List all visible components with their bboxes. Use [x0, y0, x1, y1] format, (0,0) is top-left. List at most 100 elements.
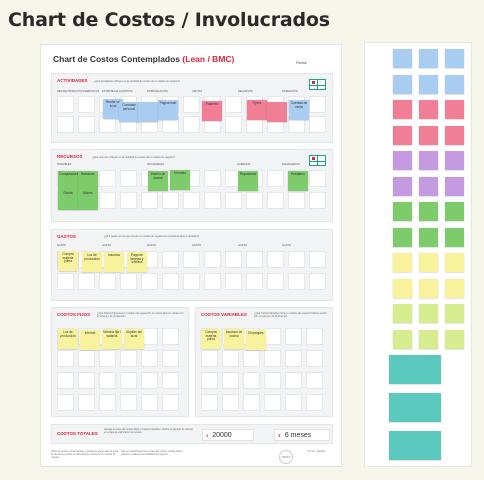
empty-note-slot[interactable] [246, 251, 263, 268]
palette-wide-note[interactable] [389, 355, 441, 384]
empty-note-slot[interactable] [120, 273, 137, 290]
empty-note-slot[interactable] [78, 350, 95, 367]
empty-note-slot[interactable] [120, 170, 137, 187]
empty-note-slot[interactable] [285, 350, 302, 367]
palette-sticky-note[interactable] [393, 202, 412, 221]
sticky-note[interactable]: Computadoras [58, 171, 78, 191]
sticky-note[interactable] [267, 102, 287, 122]
empty-note-slot[interactable] [120, 372, 137, 389]
empty-note-slot[interactable] [264, 328, 281, 345]
sticky-note[interactable]: Estufa [58, 190, 78, 210]
palette-sticky-note[interactable] [393, 278, 412, 298]
empty-note-slot[interactable] [141, 350, 158, 367]
sticky-note[interactable]: Insumos de cocina [224, 329, 244, 349]
empty-note-slot[interactable] [201, 350, 218, 367]
empty-note-slot[interactable] [204, 273, 221, 290]
sticky-note[interactable]: Internet [80, 330, 100, 350]
sticky-note[interactable]: Mixers [78, 190, 98, 210]
empty-note-slot[interactable] [57, 394, 74, 411]
palette-sticky-note[interactable] [393, 125, 412, 145]
palette-wide-note[interactable] [389, 393, 441, 422]
empty-note-slot[interactable] [201, 394, 218, 411]
palette-sticky-note[interactable] [445, 304, 464, 323]
palette-sticky-note[interactable] [393, 329, 412, 349]
empty-note-slot[interactable] [288, 273, 305, 290]
palette-sticky-note[interactable] [445, 125, 464, 145]
empty-note-slot[interactable] [99, 394, 116, 411]
empty-note-slot[interactable] [204, 170, 221, 187]
empty-note-slot[interactable] [243, 372, 260, 389]
palette-sticky-note[interactable] [393, 74, 412, 94]
empty-note-slot[interactable] [201, 372, 218, 389]
empty-note-slot[interactable] [306, 394, 323, 411]
sticky-note[interactable]: Reposteros [238, 171, 258, 191]
empty-note-slot[interactable] [264, 394, 281, 411]
sticky-note[interactable]: Nómina fija / salarios [102, 329, 122, 349]
palette-sticky-note[interactable] [445, 74, 464, 94]
empty-note-slot[interactable] [306, 350, 323, 367]
sticky-note[interactable]: Flyers [247, 100, 267, 120]
palette-sticky-note[interactable] [419, 49, 438, 68]
palette-sticky-note[interactable] [419, 202, 438, 221]
sticky-note[interactable]: Batidoras [78, 171, 98, 191]
empty-note-slot[interactable] [225, 273, 242, 290]
empty-note-slot[interactable] [183, 96, 200, 113]
palette-sticky-note[interactable] [393, 304, 412, 323]
sticky-note[interactable] [138, 102, 158, 122]
palette-sticky-note[interactable] [445, 227, 464, 247]
empty-note-slot[interactable] [243, 394, 260, 411]
palette-sticky-note[interactable] [419, 304, 438, 323]
palette-sticky-note[interactable] [445, 253, 464, 272]
palette-sticky-note[interactable] [445, 278, 464, 298]
sticky-note[interactable]: Empaques [246, 330, 266, 350]
empty-note-slot[interactable] [309, 96, 326, 113]
palette-sticky-note[interactable] [419, 227, 438, 247]
empty-note-slot[interactable] [162, 350, 179, 367]
empty-note-slot[interactable] [222, 394, 239, 411]
empty-note-slot[interactable] [285, 328, 302, 345]
empty-note-slot[interactable] [99, 372, 116, 389]
empty-note-slot[interactable] [99, 192, 116, 209]
empty-note-slot[interactable] [309, 251, 326, 268]
sticky-note[interactable]: Préstamo [288, 171, 308, 191]
palette-sticky-note[interactable] [393, 227, 412, 247]
empty-note-slot[interactable] [57, 96, 74, 113]
sticky-note[interactable]: Página web [158, 100, 178, 120]
empty-note-slot[interactable] [225, 116, 242, 133]
empty-note-slot[interactable] [162, 372, 179, 389]
empty-note-slot[interactable] [309, 273, 326, 290]
palette-sticky-note[interactable] [393, 176, 412, 196]
sticky-note[interactable]: Luz de producción [82, 252, 102, 272]
palette-sticky-note[interactable] [419, 100, 438, 119]
sticky-note[interactable]: Compra materia prima [201, 329, 221, 349]
empty-note-slot[interactable] [306, 328, 323, 345]
palette-sticky-note[interactable] [445, 202, 464, 221]
empty-note-slot[interactable] [246, 192, 263, 209]
empty-note-slot[interactable] [288, 192, 305, 209]
empty-note-slot[interactable] [99, 170, 116, 187]
palette-sticky-note[interactable] [393, 100, 412, 119]
total-period-field[interactable]: ⧗ 6 meses [274, 429, 330, 441]
palette-sticky-note[interactable] [419, 278, 438, 298]
empty-note-slot[interactable] [99, 273, 116, 290]
empty-note-slot[interactable] [57, 116, 74, 133]
empty-note-slot[interactable] [162, 273, 179, 290]
palette-wide-note[interactable] [389, 431, 441, 460]
empty-note-slot[interactable] [225, 251, 242, 268]
palette-sticky-note[interactable] [419, 125, 438, 145]
empty-note-slot[interactable] [57, 372, 74, 389]
empty-note-slot[interactable] [183, 273, 200, 290]
empty-note-slot[interactable] [162, 251, 179, 268]
empty-note-slot[interactable] [309, 170, 326, 187]
palette-sticky-note[interactable] [419, 329, 438, 349]
empty-note-slot[interactable] [120, 192, 137, 209]
empty-note-slot[interactable] [306, 372, 323, 389]
empty-note-slot[interactable] [243, 350, 260, 367]
empty-note-slot[interactable] [78, 96, 95, 113]
sticky-note[interactable]: Cuentas de venta [289, 100, 309, 120]
palette-sticky-note[interactable] [419, 151, 438, 170]
empty-note-slot[interactable] [267, 192, 284, 209]
empty-note-slot[interactable] [183, 192, 200, 209]
empty-note-slot[interactable] [78, 273, 95, 290]
palette-sticky-note[interactable] [419, 253, 438, 272]
